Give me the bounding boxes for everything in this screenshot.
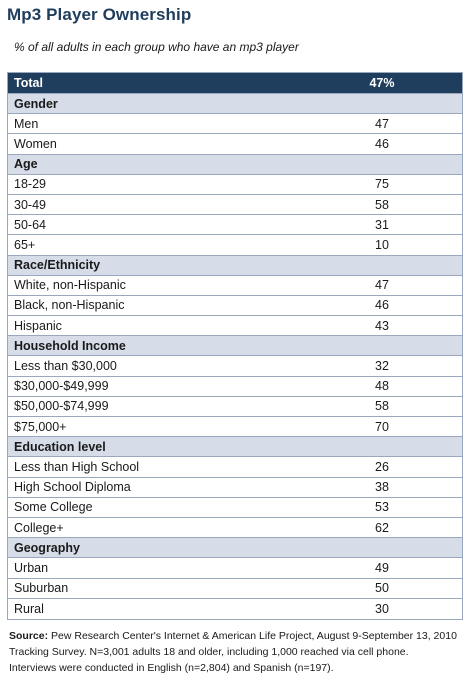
row-value: 47	[375, 278, 389, 293]
row-value: 48	[375, 379, 389, 394]
row-label: Less than $30,000	[14, 359, 117, 374]
row-value: 75	[375, 177, 389, 192]
row-label: Urban	[14, 560, 49, 575]
row-label: Hispanic	[14, 318, 62, 333]
total-value: 47%	[369, 76, 395, 90]
source-text: Pew Research Center's Internet & America…	[9, 630, 457, 674]
page-subtitle: % of all adults in each group who have a…	[14, 40, 299, 54]
source-label: Source:	[9, 630, 49, 642]
row-value: 10	[375, 237, 389, 252]
row-label: $50,000-$74,999	[14, 399, 109, 414]
total-label: Total	[14, 76, 43, 90]
row-label: 50-64	[14, 217, 46, 232]
table-body: Gender Men 47 Women 46 Age 18-29 75 30-49 58 50-64…	[8, 94, 462, 619]
row-value: 46	[375, 136, 389, 151]
row-label: Less than High School	[14, 459, 140, 474]
section-heading: Gender	[14, 96, 58, 111]
row-value: 47	[375, 116, 389, 131]
row-label: Women	[14, 136, 57, 151]
table-row: $75,000+ 70	[8, 417, 462, 438]
row-value: 58	[375, 399, 389, 414]
row-value: 50	[375, 581, 389, 596]
table-row: Suburban 50	[8, 579, 462, 599]
table-row: 50-64 31	[8, 215, 462, 236]
section-header: Education level	[8, 437, 462, 458]
section-heading: Household Income	[14, 338, 126, 353]
row-label: White, non-Hispanic	[14, 278, 126, 293]
table-row: Women 46	[8, 134, 462, 155]
row-label: $30,000-$49,999	[14, 379, 109, 394]
row-value: 30	[375, 601, 389, 616]
row-value: 53	[375, 500, 389, 515]
row-value: 46	[375, 298, 389, 313]
row-value: 38	[375, 480, 389, 495]
row-value: 32	[375, 359, 389, 374]
table-row: Urban 49	[8, 558, 462, 579]
row-label: College+	[14, 520, 64, 535]
row-label: 18-29	[14, 177, 46, 192]
table-row: Rural 30	[8, 599, 462, 619]
section-header: Household Income	[8, 336, 462, 357]
row-value: 62	[375, 520, 389, 535]
table-row: Less than High School 26	[8, 457, 462, 478]
table-row: 30-49 58	[8, 195, 462, 216]
table-row: Some College 53	[8, 498, 462, 518]
row-label: 30-49	[14, 197, 46, 212]
row-value: 49	[375, 560, 389, 575]
row-value: 26	[375, 459, 389, 474]
table-row: Black, non-Hispanic 46	[8, 296, 462, 317]
table-row: Men 47	[8, 114, 462, 135]
row-value: 31	[375, 217, 389, 232]
table-row: $50,000-$74,999 58	[8, 397, 462, 417]
row-value: 70	[375, 419, 389, 434]
section-heading: Age	[14, 157, 38, 172]
section-header: Race/Ethnicity	[8, 255, 462, 276]
section-heading: Race/Ethnicity	[14, 258, 101, 273]
table-row: Hispanic 43	[8, 316, 462, 337]
section-heading: Geography	[14, 540, 80, 555]
section-header: Age	[8, 154, 462, 175]
row-label: Suburban	[14, 581, 69, 596]
row-label: Some College	[14, 500, 93, 515]
ownership-table: Total 47% Gender Men 47 Women 46 Age 18-29 75 30…	[7, 72, 463, 620]
page-title: Mp3 Player Ownership	[7, 5, 192, 24]
table-row: $30,000-$49,999 48	[8, 377, 462, 397]
row-label: Black, non-Hispanic	[14, 298, 125, 313]
table-row: 18-29 75	[8, 175, 462, 195]
row-value: 58	[375, 197, 389, 212]
source-note: Source: Pew Research Center's Internet &…	[9, 628, 457, 676]
row-label: 65+	[14, 237, 36, 252]
total-row: Total 47%	[8, 73, 462, 94]
table-row: College+ 62	[8, 518, 462, 539]
table-row: High School Diploma 38	[8, 478, 462, 498]
table-row: White, non-Hispanic 47	[8, 276, 462, 296]
row-label: Men	[14, 116, 39, 131]
section-heading: Education level	[14, 439, 106, 454]
row-label: High School Diploma	[14, 480, 131, 495]
section-header: Geography	[8, 538, 462, 559]
section-header: Gender	[8, 94, 462, 115]
table-row: Less than $30,000 32	[8, 356, 462, 377]
table-row: 65+ 10	[8, 235, 462, 256]
row-label: Rural	[14, 601, 44, 616]
row-value: 43	[375, 318, 389, 333]
row-label: $75,000+	[14, 419, 67, 434]
